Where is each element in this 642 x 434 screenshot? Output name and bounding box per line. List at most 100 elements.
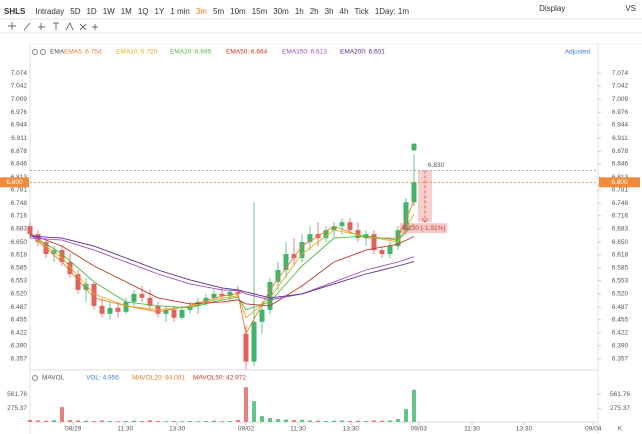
volume-indicator: MAVOL [42, 375, 65, 382]
y-tick-label: 6.846 [11, 161, 28, 168]
period-tab[interactable]: 1 min [170, 6, 190, 16]
drawing-tools[interactable] [8, 21, 98, 31]
period-tab[interactable]: 2h [309, 6, 319, 16]
period-tab[interactable]: Tick [354, 6, 369, 16]
adjust-label[interactable]: Adjusted [565, 49, 591, 56]
period-tab[interactable]: 4h [339, 6, 349, 16]
volume-bar [212, 420, 216, 422]
period-tab[interactable]: 15m [251, 6, 268, 16]
y-tick-label: 6.520 [612, 291, 629, 298]
period-tab[interactable]: 1D [86, 6, 97, 16]
period-tab[interactable]: 1Q [137, 6, 149, 16]
period-tab[interactable]: 3m [195, 6, 207, 16]
display-button[interactable]: Display [539, 4, 566, 13]
y-tick-label: 6.911 [11, 135, 27, 142]
period-tab[interactable]: 1Y [154, 6, 165, 16]
y-tick-label: 6.716 [612, 213, 629, 220]
symbol[interactable]: SHLS [4, 6, 26, 16]
candle-body [291, 254, 297, 259]
measure-label-box [400, 223, 447, 234]
volume-bar [116, 421, 120, 422]
volume-bar [228, 421, 232, 422]
period-tab[interactable]: Intraday [35, 6, 65, 16]
period-tab[interactable]: 10m [230, 6, 246, 16]
last-price-label: 6.800 [611, 179, 628, 186]
y-tick-label: 6.748 [11, 200, 28, 207]
y-tick-label: 6.878 [11, 148, 28, 155]
candle-body [147, 297, 153, 306]
volume-bar [52, 420, 56, 422]
volume-bar [156, 421, 160, 422]
period-tab[interactable]: 5D [70, 6, 81, 16]
period-tab[interactable]: 5m [213, 6, 225, 16]
y-tick-label: 6.455 [11, 317, 28, 324]
period-tab[interactable]: 30m [273, 6, 289, 16]
settings-icon[interactable] [32, 375, 38, 381]
candle-body [251, 321, 257, 362]
candle-body [307, 234, 313, 243]
volume-bar [252, 401, 256, 422]
volume-bar [316, 420, 320, 422]
candle-body [259, 309, 265, 322]
y-tick-label: 6.650 [11, 239, 28, 246]
measure-label: -0.130 (-1.91%) [400, 225, 445, 232]
y-tick-label: 7.074 [612, 70, 629, 77]
y-tick-label: 6.781 [612, 187, 629, 194]
candle-body [275, 269, 281, 282]
y-tick-label: 6.944 [612, 122, 629, 129]
volume-bar [276, 419, 280, 422]
volume-bar [236, 420, 240, 422]
period-tab[interactable]: 3h [324, 6, 334, 16]
candle-body [75, 273, 81, 290]
signal-marker [411, 143, 417, 151]
volume-bar [404, 409, 408, 422]
volume-legend-entry: MAVOL20: 84.001 [132, 375, 185, 382]
candle-body [355, 230, 361, 239]
volume-bar [292, 420, 296, 422]
legend-entry: EMA150: 6.613 [282, 49, 327, 56]
x-tick-label: 11:30 [117, 426, 133, 433]
y-tick-label: 6.748 [612, 200, 629, 207]
x-tick-label: 08/29 [65, 426, 82, 433]
candle-body [323, 230, 329, 239]
candle-body [331, 226, 337, 231]
x-tick-label: 11:30 [464, 426, 480, 433]
period-tab[interactable]: 1W [102, 6, 115, 16]
candle-body [123, 301, 129, 312]
legend-entry: EMA5: 6.754 [64, 49, 102, 56]
legend-entry: EMA20: 6.695 [170, 49, 212, 56]
y-tick-label: 6.487 [11, 304, 28, 311]
candle-body [299, 242, 305, 259]
settings-icon[interactable] [32, 49, 38, 55]
volume-tick-label: 561.76 [7, 391, 27, 398]
x-tick-label: 13:30 [169, 426, 186, 433]
period-tab[interactable]: 1M [120, 6, 132, 16]
period-tab[interactable]: 1Day: 1m [374, 6, 410, 16]
volume-bar [340, 420, 344, 422]
volume-bar [44, 420, 48, 422]
candle-body [163, 309, 169, 314]
y-tick-label: 6.683 [612, 226, 629, 233]
y-tick-label: 6.585 [11, 265, 28, 272]
ema-line [29, 223, 415, 311]
volume-bar [124, 421, 128, 422]
settings-icon[interactable] [40, 49, 46, 55]
volume-bar [100, 420, 104, 422]
volume-bar [36, 420, 40, 422]
volume-tick-label: 561.76 [610, 391, 630, 398]
y-tick-label: 6.422 [612, 330, 629, 337]
candle-body [387, 246, 393, 255]
x-tick-label: 09/03 [411, 426, 428, 433]
volume-bar [412, 389, 416, 422]
y-tick-label: 6.390 [11, 342, 28, 349]
candle-body [371, 234, 377, 251]
volume-bar [132, 420, 136, 422]
period-tab[interactable]: 1h [294, 6, 304, 16]
candle-body [35, 234, 41, 243]
vs-button[interactable]: VS [625, 4, 636, 13]
volume-bar [188, 421, 192, 422]
y-tick-label: 6.716 [11, 213, 28, 220]
volume-bar [76, 420, 80, 422]
candle-body [115, 307, 121, 312]
